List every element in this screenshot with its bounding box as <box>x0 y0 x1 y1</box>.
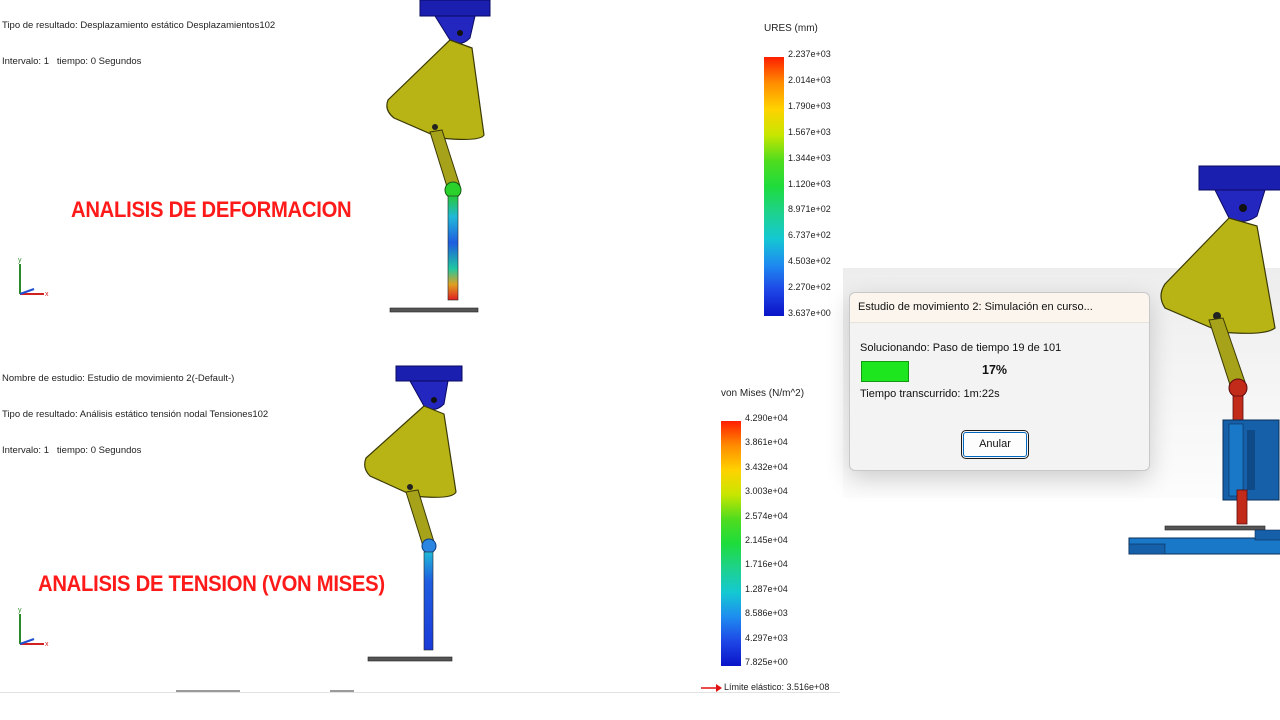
bottom-mechanism-model <box>364 365 463 662</box>
bottom-legend-tick: 4.297e+03 <box>745 632 788 643</box>
bottom-axis-triad: y x <box>18 607 49 648</box>
bottom-legend-tick: 4.290e+04 <box>745 413 788 423</box>
bottom-link-plate <box>364 405 457 498</box>
bottom-rod <box>405 489 435 547</box>
top-legend-tick: 2.237e+03 <box>788 49 831 59</box>
bottom-legend-tick: 3.003e+04 <box>745 486 788 497</box>
bottom-legend-tick: 3.861e+04 <box>745 437 788 448</box>
elastic-limit-text: Límite elástico: 3.516e+08 <box>724 682 830 692</box>
top-info-line-2: Intervalo: 1 tiempo: 0 Segundos <box>2 56 142 67</box>
bottom-info-line-1: Nombre de estudio: Estudio de movimiento… <box>2 373 235 384</box>
top-legend-colorbar <box>764 57 784 316</box>
top-shaft-deformation <box>447 195 459 301</box>
bottom-triad-x: x <box>45 641 49 648</box>
bottom-legend-tick: 7.825e+00 <box>745 657 788 667</box>
bottom-legend-tick: 1.716e+04 <box>745 559 788 570</box>
deformation-analysis-label: ANALISIS DE DEFORMACION <box>71 197 352 222</box>
top-legend-tick: 1.567e+03 <box>788 126 831 137</box>
scroll-marker-2 <box>330 690 354 692</box>
bottom-mount-block <box>395 365 463 382</box>
bottom-joint <box>421 538 437 554</box>
bottom-legend-tick: 2.145e+04 <box>745 535 788 545</box>
elastic-limit-arrow-icon <box>701 684 722 692</box>
top-legend-tick: 3.637e+00 <box>788 308 831 318</box>
top-legend-title: URES (mm) <box>764 23 818 34</box>
bottom-info-line-3: Intervalo: 1 tiempo: 0 Segundos <box>2 445 142 456</box>
top-joint <box>444 181 462 199</box>
right-piston <box>1232 395 1244 421</box>
cancel-button[interactable]: Anular <box>961 430 1029 459</box>
top-mount-block <box>419 0 491 17</box>
top-legend-tick: 2.270e+02 <box>788 282 831 293</box>
top-legend-tick: 4.503e+02 <box>788 256 831 267</box>
bottom-result-info: Nombre de estudio: Estudio de movimiento… <box>2 349 268 469</box>
top-result-info: Tipo de resultado: Desplazamiento estáti… <box>2 0 275 80</box>
right-joint <box>1228 378 1248 398</box>
right-mechanism-model <box>1128 165 1280 555</box>
bottom-divider <box>0 692 840 693</box>
bottom-legend-tick: 2.574e+04 <box>745 510 788 521</box>
dialog-title: Estudio de movimiento 2: Simulación en c… <box>850 293 1149 323</box>
top-legend-tick: 6.737e+02 <box>788 230 831 241</box>
bottom-legend-title: von Mises (N/m^2) <box>721 388 805 399</box>
top-legend-tick: 1.790e+03 <box>788 100 831 111</box>
right-mount-block <box>1198 165 1280 191</box>
right-plate <box>1164 525 1266 531</box>
top-axis-triad: y x <box>18 257 49 298</box>
top-info-line-1: Tipo de resultado: Desplazamiento estáti… <box>2 20 276 31</box>
bottom-base-plate <box>367 656 453 662</box>
right-lower-rod <box>1236 489 1248 525</box>
bottom-triad-y: y <box>18 607 22 614</box>
bottom-legend-colorbar <box>721 421 741 666</box>
top-legend-tick: 1.344e+03 <box>788 152 831 163</box>
bottom-legend-tick: 1.287e+04 <box>745 583 788 594</box>
top-legend-tick: 8.971e+02 <box>788 204 831 215</box>
top-mount-clevis <box>434 15 476 44</box>
top-legend-tick: 1.120e+03 <box>788 178 831 189</box>
top-legend-tick: 2.014e+03 <box>788 74 831 85</box>
top-mechanism-model <box>386 0 491 313</box>
bottom-legend-tick: 8.586e+03 <box>745 608 788 619</box>
bottom-info-line-2: Tipo de resultado: Análisis estático ten… <box>2 409 269 420</box>
top-base-plate <box>389 307 479 313</box>
scroll-marker-1 <box>176 690 240 692</box>
elapsed-time: Tiempo transcurrido: 1m:22s <box>860 388 1000 400</box>
top-triad-x: x <box>45 291 49 298</box>
simulation-progress-dialog: Estudio de movimiento 2: Simulación en c… <box>849 292 1150 471</box>
solving-status: Solucionando: Paso de tiempo 19 de 101 <box>860 342 1062 354</box>
stress-analysis-label: ANALISIS DE TENSION (VON MISES) <box>38 571 385 596</box>
bottom-mount-clevis <box>409 380 449 410</box>
top-triad-y: y <box>18 257 22 264</box>
progress-bar <box>861 361 909 382</box>
bottom-legend-tick: 3.432e+04 <box>745 461 788 472</box>
progress-percent: 17% <box>982 363 1008 377</box>
bottom-shaft-stress <box>423 551 434 651</box>
